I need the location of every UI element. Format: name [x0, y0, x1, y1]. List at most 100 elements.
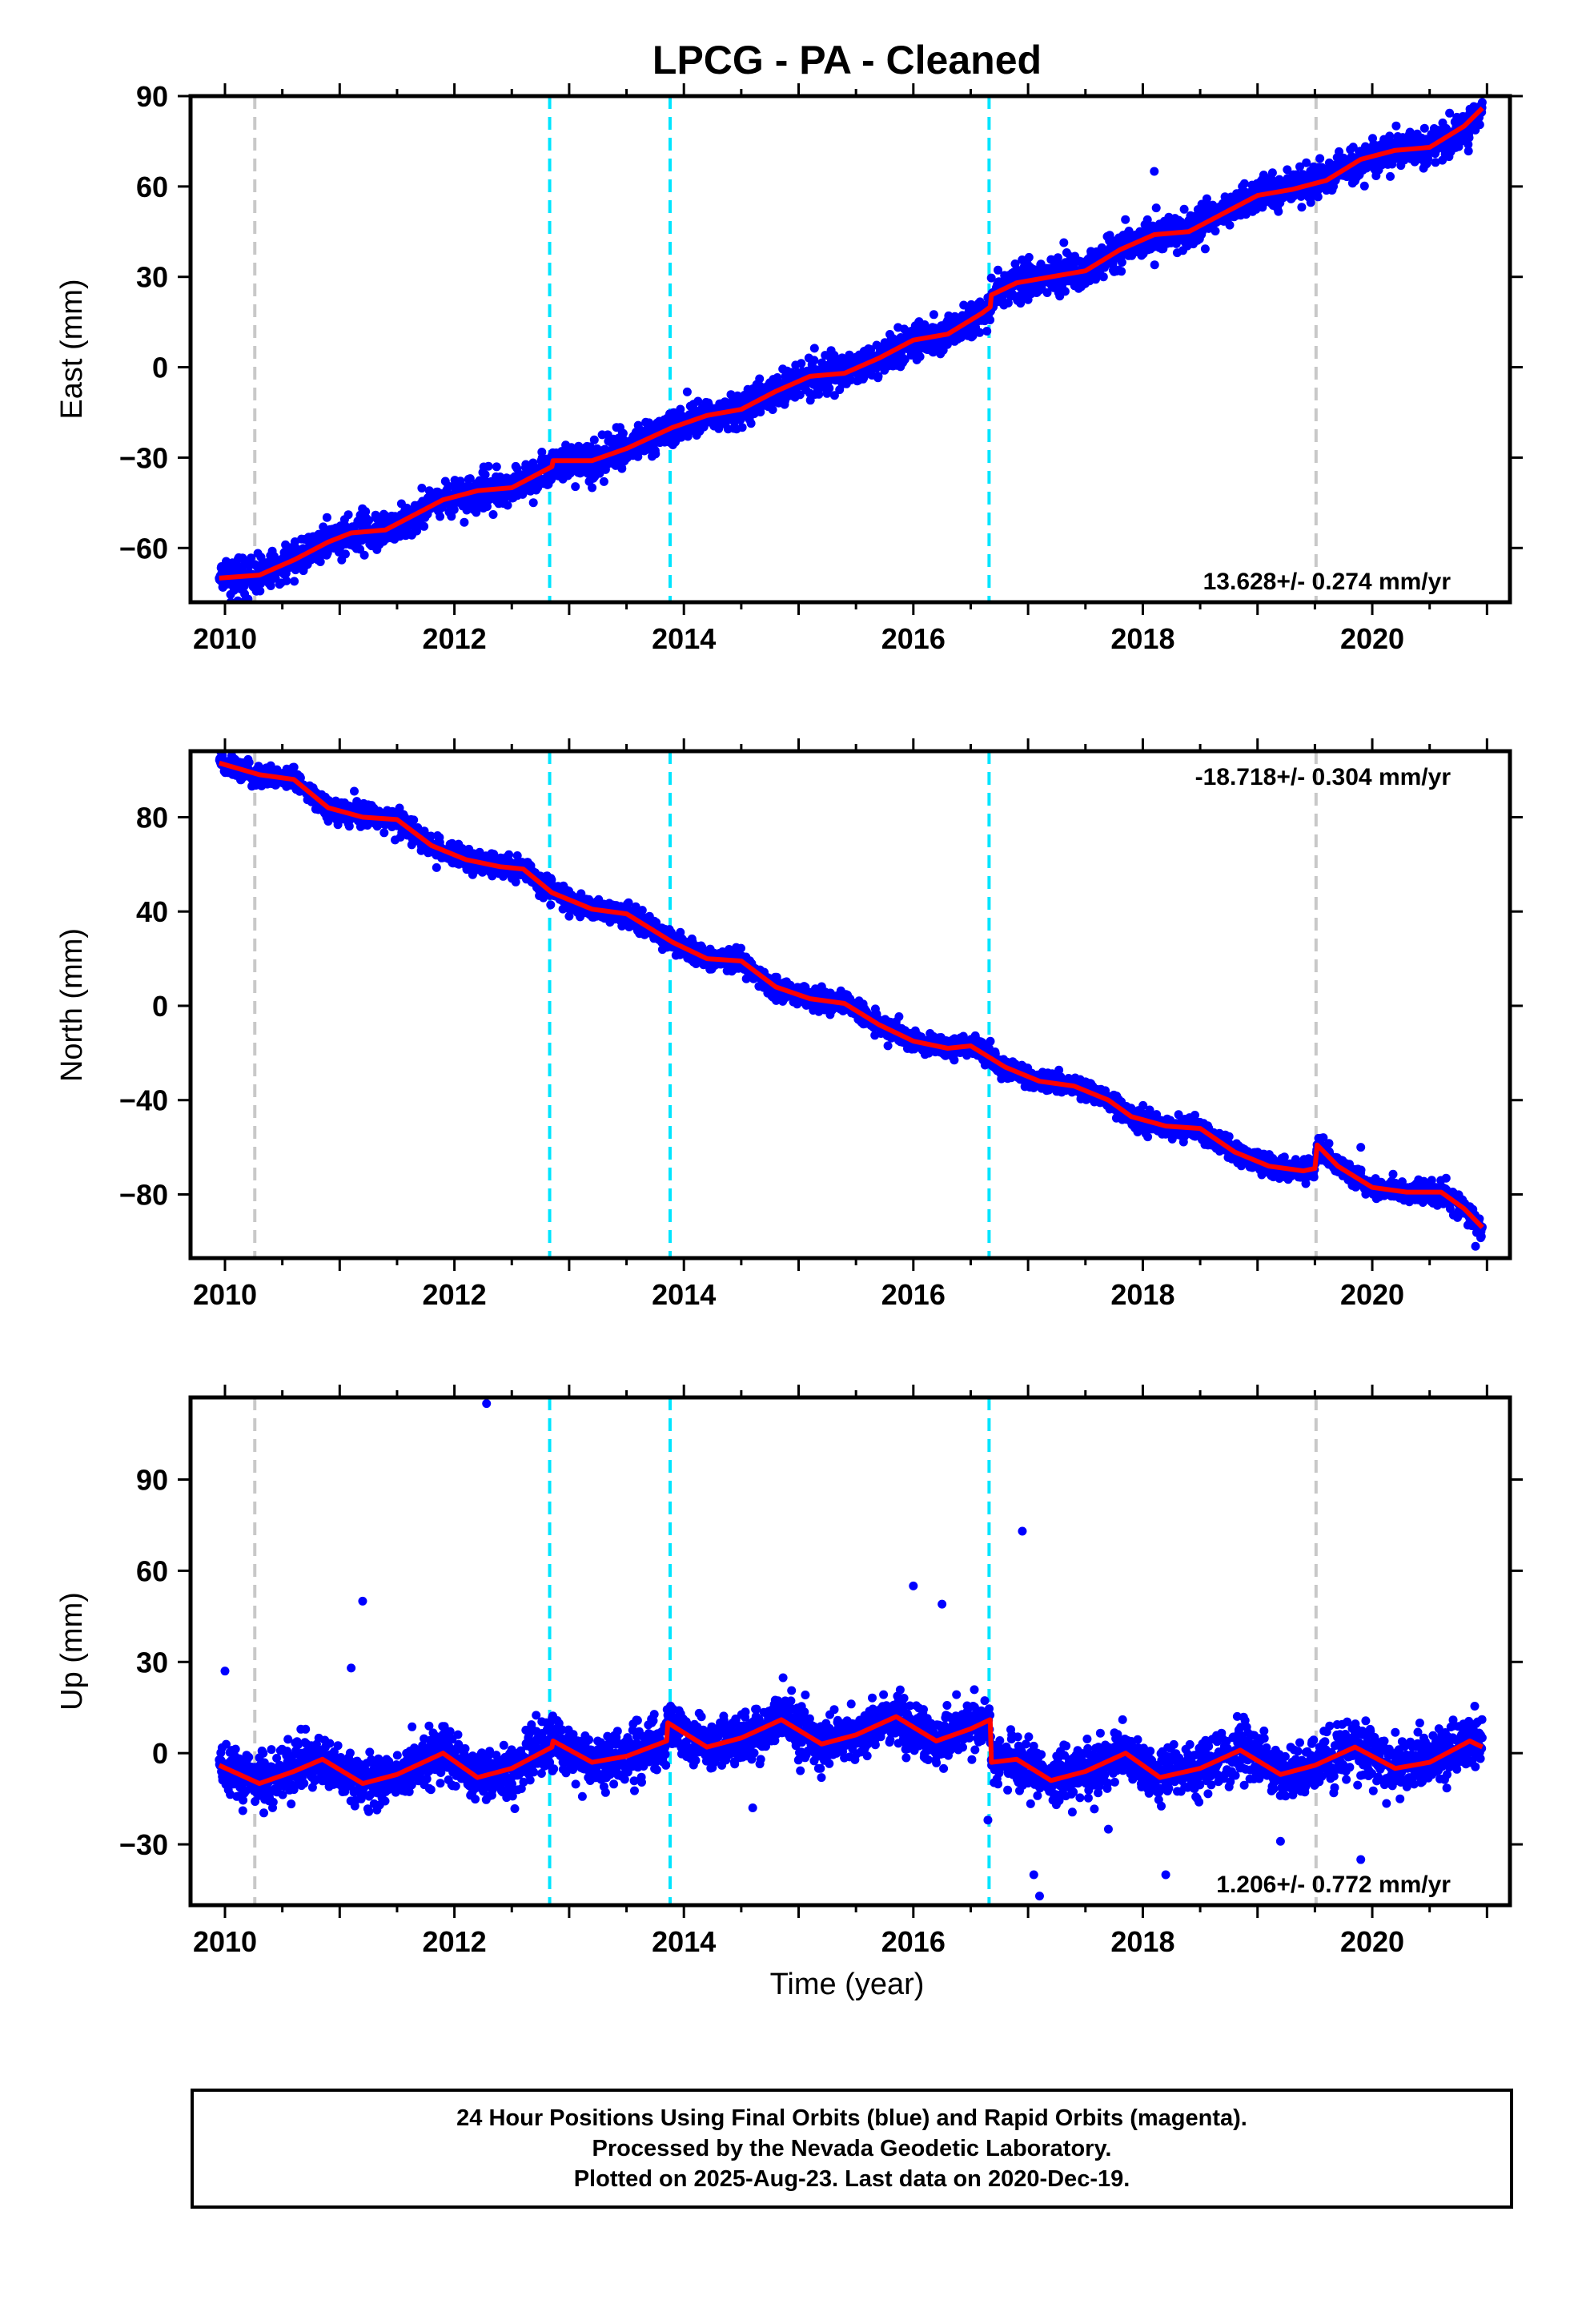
data-point [756, 408, 765, 416]
data-point [546, 900, 556, 910]
x-tick-label: 2014 [652, 622, 716, 655]
data-point [480, 470, 490, 480]
data-point [957, 332, 966, 342]
data-point [460, 517, 469, 527]
data-point [1464, 147, 1473, 156]
data-point [426, 831, 436, 841]
data-point [829, 391, 839, 400]
data-point [484, 461, 493, 471]
data-point [322, 513, 331, 522]
data-point [624, 898, 633, 907]
data-point [1335, 147, 1343, 156]
data-point [1359, 181, 1369, 191]
data-point [571, 482, 580, 492]
data-point [1053, 253, 1062, 263]
data-point [1405, 127, 1415, 137]
data-point [797, 359, 806, 368]
data-point [968, 331, 978, 340]
y-tick-label: 30 [136, 261, 168, 294]
north-plot-area [215, 751, 1487, 1258]
data-point [432, 862, 441, 872]
data-point [1016, 299, 1026, 308]
data-point [492, 462, 501, 472]
data-point [511, 877, 520, 887]
data-point [1464, 139, 1473, 149]
east-model-curve [219, 106, 1484, 581]
data-point [942, 340, 952, 349]
data-point [814, 389, 824, 399]
data-point [447, 512, 456, 521]
data-point [1477, 98, 1487, 107]
outlier-point [1172, 248, 1182, 258]
data-point [746, 419, 756, 428]
data-point [1315, 154, 1325, 163]
data-point [1302, 158, 1311, 167]
data-point [361, 507, 371, 517]
data-point [229, 585, 239, 595]
data-point [449, 505, 459, 514]
y-tick-label: 0 [152, 352, 168, 384]
data-point [1464, 133, 1474, 143]
data-point [1391, 121, 1401, 131]
data-point [737, 423, 747, 432]
outlier-point [588, 483, 597, 493]
data-point [829, 351, 839, 360]
data-point [755, 374, 765, 384]
data-point [1003, 298, 1013, 308]
outlier-point [340, 549, 350, 559]
data-point [795, 390, 805, 400]
data-point [465, 474, 475, 484]
data-point [1060, 287, 1070, 296]
data-point [359, 550, 369, 560]
data-point [1059, 238, 1069, 247]
data-point [975, 328, 985, 337]
data-point [343, 510, 353, 520]
data-point [558, 904, 568, 914]
data-point [768, 405, 777, 414]
data-point [488, 510, 498, 519]
data-point [825, 384, 834, 393]
data-point [364, 516, 374, 525]
data-point [462, 505, 472, 515]
data-point [693, 396, 703, 406]
data-point [1151, 203, 1161, 213]
data-point [528, 498, 538, 508]
data-point [1239, 179, 1249, 188]
data-point [599, 476, 608, 486]
data-point [1475, 120, 1484, 130]
figure-title: LPCG - PA - Cleaned [652, 38, 1042, 82]
data-point [682, 387, 692, 396]
y-tick-label: 60 [136, 171, 168, 203]
data-point [1024, 252, 1034, 262]
data-point [1211, 227, 1220, 235]
data-point [1042, 288, 1052, 297]
data-point [350, 786, 359, 796]
data-point [900, 355, 909, 364]
data-point [633, 452, 643, 461]
data-point [805, 396, 815, 405]
data-point [483, 502, 492, 511]
data-point [436, 512, 445, 521]
east-frame [188, 94, 1512, 605]
data-point [1386, 171, 1395, 181]
data-point [617, 464, 627, 473]
data-point [589, 435, 599, 444]
data-point [1150, 260, 1159, 270]
data-point [873, 372, 883, 381]
y-tick-label: −60 [119, 532, 168, 565]
data-point [809, 344, 819, 353]
data-point [344, 822, 354, 831]
data-point [986, 273, 996, 283]
data-point [1297, 203, 1307, 212]
x-tick-label: 2016 [881, 622, 946, 655]
data-point [1445, 108, 1455, 118]
east-plot-area [215, 96, 1487, 602]
data-point [1225, 220, 1235, 230]
data-point [247, 553, 255, 563]
y-tick-label: 90 [136, 80, 168, 113]
east-data-points [215, 98, 1487, 602]
data-point [1117, 258, 1126, 267]
north-panel: 2010 2012 2014 2016 2018 2020−80−4004080North… [55, 738, 1523, 1311]
data-point [379, 828, 389, 838]
